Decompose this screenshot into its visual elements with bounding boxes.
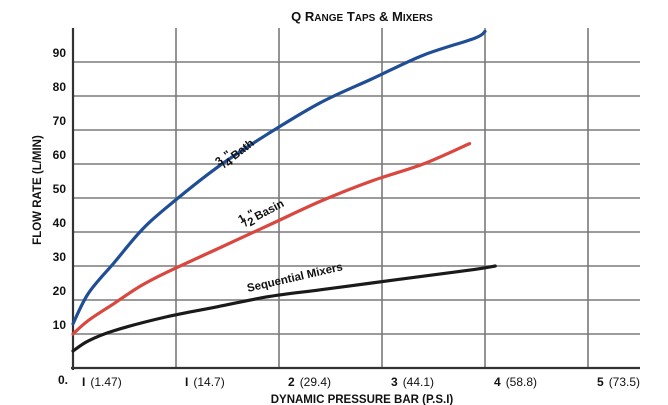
x-tick-label: 4 (58.8) — [494, 375, 537, 389]
x-tick-label: 2 (29.4) — [288, 375, 331, 389]
y-tick-label: 10 — [53, 318, 67, 332]
y-tick-label: 40 — [53, 216, 67, 230]
chart-title: Q RANGE TAPS & MIXERS — [291, 9, 433, 24]
grid — [73, 28, 640, 368]
series-lines — [73, 31, 495, 351]
x-axis-label: DYNAMIC PRESSURE BAR (P.S.I) — [271, 394, 454, 405]
y-tick-label: 90 — [53, 46, 67, 60]
y-tick-label: 20 — [53, 284, 67, 298]
x-tick-label: 5 (73.5) — [597, 375, 640, 389]
x-tick-labels: 0. I (1.47) I (14.7) 2 (29.4) 3 (44.1) 4 (58.8) 5 (7… — [58, 373, 640, 389]
bath-label-word: Bath — [229, 137, 257, 162]
y-axis-label: FLOW RATE (L/MIN) — [32, 135, 44, 245]
y-tick-label: 60 — [53, 148, 67, 162]
y-tick-label: 70 — [53, 114, 67, 128]
x-tick-label: I (14.7) — [185, 375, 225, 389]
y-tick-label: 50 — [53, 182, 67, 196]
x-tick-label: 0. — [58, 373, 68, 387]
x-tick-label: 3 (44.1) — [391, 375, 434, 389]
y-tick-label: 80 — [53, 80, 67, 94]
y-tick-label: 30 — [53, 250, 67, 264]
y-tick-labels: 10 20 30 40 50 60 70 80 90 — [53, 46, 67, 332]
x-tick-label: I (1.47) — [82, 375, 122, 389]
bath-label: 3/4"Bath — [213, 133, 257, 174]
